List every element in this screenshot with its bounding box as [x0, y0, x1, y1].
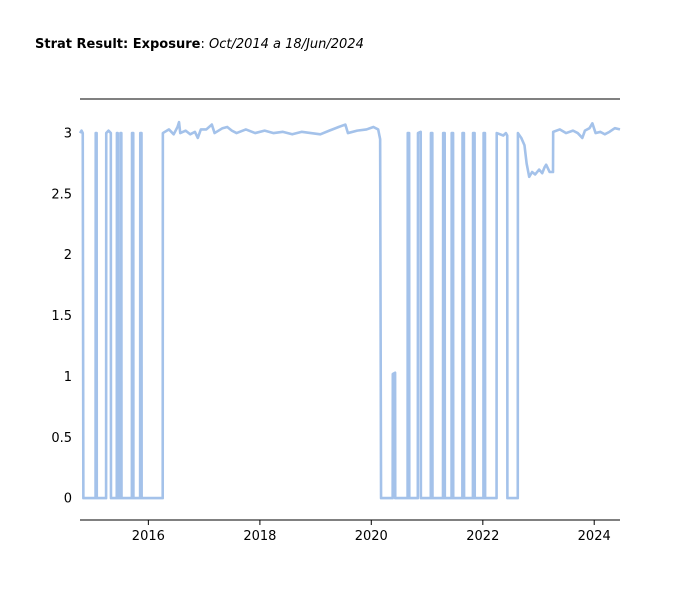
series-layer — [78, 120, 621, 500]
chart-title-separator: : — [200, 37, 209, 52]
x-tick-label: 2016 — [132, 529, 165, 544]
y-tick-label: 2 — [64, 248, 72, 263]
y-tick-label: 2.5 — [51, 187, 72, 202]
y-axis-ticks: 0 0.5 1 1.5 2 2.5 3 — [51, 127, 72, 507]
x-tick-label: 2024 — [578, 529, 611, 544]
y-tick-label: 1.5 — [51, 309, 72, 324]
chart-title-period: Oct/2014 a 18/Jun/2024 — [208, 37, 364, 52]
exposure-series-line — [78, 120, 621, 500]
y-tick-label: 0.5 — [51, 431, 72, 446]
y-tick-label: 1 — [64, 370, 72, 385]
axes — [80, 98, 620, 521]
x-tick-label: 2020 — [355, 529, 388, 544]
chart-title-bold: Strat Result: Exposure — [35, 37, 201, 52]
y-tick-label: 3 — [64, 127, 72, 142]
chart-title: Strat Result: Exposure: Oct/2014 a 18/Ju… — [35, 37, 364, 52]
y-tick-label: 0 — [64, 492, 72, 507]
x-axis-ticks: 2016 2018 2020 2022 2024 — [132, 520, 611, 544]
x-tick-label: 2018 — [243, 529, 276, 544]
x-tick-label: 2022 — [466, 529, 499, 544]
